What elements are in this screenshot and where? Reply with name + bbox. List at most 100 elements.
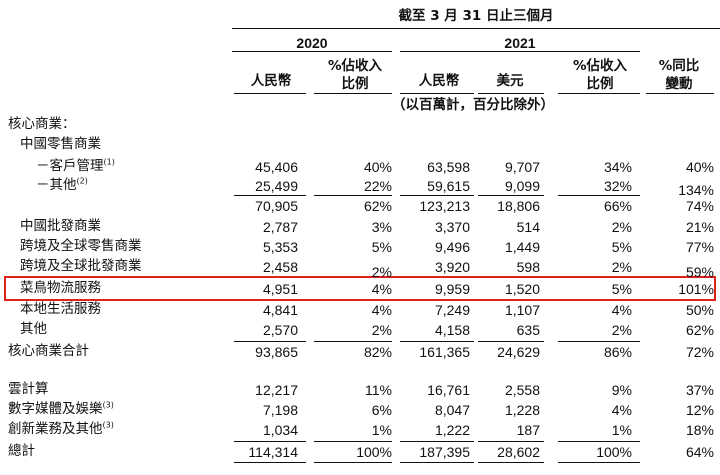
cell-yoy: 64%	[685, 444, 714, 460]
cell-rmb2021: 3,920	[434, 259, 470, 275]
rule-2021	[400, 51, 640, 52]
cell-pct2021: 2%	[611, 219, 632, 235]
cell-pct2020: 11%	[365, 382, 392, 398]
cell-pct2021: 1%	[611, 422, 632, 438]
grand-total-rule	[400, 441, 474, 442]
row-label: 總計	[8, 443, 35, 459]
cell-yoy: 72%	[685, 344, 714, 360]
bottom-rule	[478, 462, 544, 463]
cell-yoy: 77%	[685, 239, 714, 255]
section-core-commerce: 核心商業：	[8, 116, 76, 132]
cell-usd2021: 635	[516, 322, 540, 338]
cell-rmb2021: 123,213	[419, 198, 470, 214]
cell-usd2021: 2,558	[504, 382, 540, 398]
core-total-rule	[400, 341, 474, 342]
cell-pct2021: 2%	[611, 322, 632, 338]
cell-pct2020: 40%	[363, 159, 392, 175]
cell-rmb2021: 9,959	[434, 281, 470, 297]
footnote-marker: (3)	[102, 420, 114, 430]
cell-usd2021: 28,602	[497, 444, 540, 460]
row-label: 數字媒體及娛樂(3)	[8, 401, 114, 417]
cell-rmb2021: 187,395	[419, 444, 470, 460]
subtotal-rule	[314, 195, 392, 196]
col-pct-rev-2021: %佔收入 比例	[572, 58, 628, 92]
cell-rmb2020: 1,034	[262, 422, 298, 438]
col-yoy: %同比 變動	[658, 58, 700, 92]
cell-rmb2020: 45,406	[255, 159, 298, 175]
cell-usd2021: 187	[516, 422, 540, 438]
cell-yoy: 74%	[685, 198, 714, 214]
cell-rmb2020: 70,905	[255, 198, 298, 214]
cell-pct2020: 2%	[371, 264, 392, 280]
cell-pct2021: 100%	[596, 444, 632, 460]
col-pct-rev-2020: %佔收入 比例	[327, 58, 383, 92]
footnote-marker: (1)	[103, 157, 115, 167]
cell-pct2020: 100%	[356, 444, 392, 460]
cell-pct2021: 4%	[611, 402, 632, 418]
cell-rmb2020: 2,458	[262, 259, 298, 275]
cell-pct2021: 86%	[603, 344, 632, 360]
cell-rmb2020: 2,570	[262, 322, 298, 338]
row-label: 跨境及全球批發商業	[20, 259, 142, 274]
unit-note: （以百萬計，百分比除外）	[392, 97, 554, 113]
cell-usd2021: 18,806	[497, 198, 540, 214]
rule-2020	[232, 51, 392, 52]
row-label: 核心商業合計	[8, 344, 89, 359]
cell-rmb2020: 7,198	[262, 402, 298, 418]
grand-total-rule	[558, 441, 640, 442]
col-rmb-2020: 人民幣	[250, 73, 292, 89]
cell-yoy: 62%	[685, 322, 714, 338]
core-total-rule	[478, 341, 544, 342]
col-rule	[400, 93, 474, 94]
row-label-text: 其他	[20, 321, 47, 337]
cell-yoy: 18%	[685, 422, 714, 438]
row-label-text: 總計	[8, 443, 35, 459]
col-rule	[478, 93, 544, 94]
cell-usd2021: 514	[516, 219, 540, 235]
header-rule-top	[232, 28, 720, 29]
cell-pct2021: 34%	[603, 159, 632, 175]
cell-pct2021: 32%	[603, 178, 632, 194]
row-label: 菜鳥物流服務	[20, 281, 101, 296]
col-usd-2021: 美元	[496, 73, 524, 89]
cell-rmb2020: 2,787	[262, 219, 298, 235]
footnote-marker: (2)	[76, 176, 88, 186]
cell-rmb2020: 4,951	[262, 281, 298, 297]
subtotal-rule	[558, 195, 640, 196]
row-label-text: －其他	[36, 177, 77, 193]
subtotal-rule	[478, 195, 544, 196]
col-rule	[314, 93, 392, 94]
cell-pct2021: 5%	[611, 281, 632, 297]
col-rule	[646, 93, 714, 94]
col-rule	[234, 93, 306, 94]
year-2021-heading: 2021	[504, 35, 536, 51]
bottom-rule	[314, 462, 392, 463]
cell-rmb2021: 4,158	[434, 322, 470, 338]
row-label-text: －客戶管理	[36, 158, 104, 174]
subtotal-rule	[234, 195, 306, 196]
cell-yoy: 40%	[685, 159, 714, 175]
cell-usd2021: 1,520	[504, 281, 540, 297]
cell-pct2020: 6%	[371, 402, 392, 418]
grand-total-rule	[314, 441, 392, 442]
row-label: 雲計算	[8, 382, 49, 397]
cell-yoy: 134%	[678, 182, 714, 198]
bottom-rule	[400, 462, 474, 463]
cell-rmb2021: 59,615	[427, 178, 470, 194]
core-total-rule	[314, 341, 392, 342]
cell-pct2020: 4%	[371, 302, 392, 318]
cell-yoy: 50%	[685, 302, 714, 318]
cell-rmb2020: 114,314	[248, 444, 298, 460]
row-label: 本地生活服務	[20, 302, 101, 317]
row-label: 其他	[20, 321, 47, 337]
cell-rmb2020: 5,353	[262, 239, 298, 255]
row-label-text: 數字媒體及娛樂	[8, 401, 103, 417]
highlight-box-cainiao	[4, 276, 716, 301]
cell-pct2020: 22%	[363, 178, 392, 194]
cell-rmb2021: 7,249	[434, 302, 470, 318]
cell-pct2020: 62%	[363, 198, 392, 214]
cell-rmb2021: 16,761	[427, 382, 470, 398]
section-china-retail: 中國零售商業	[20, 136, 101, 152]
col-rule	[558, 93, 640, 94]
row-label: 跨境及全球零售商業	[20, 239, 142, 254]
